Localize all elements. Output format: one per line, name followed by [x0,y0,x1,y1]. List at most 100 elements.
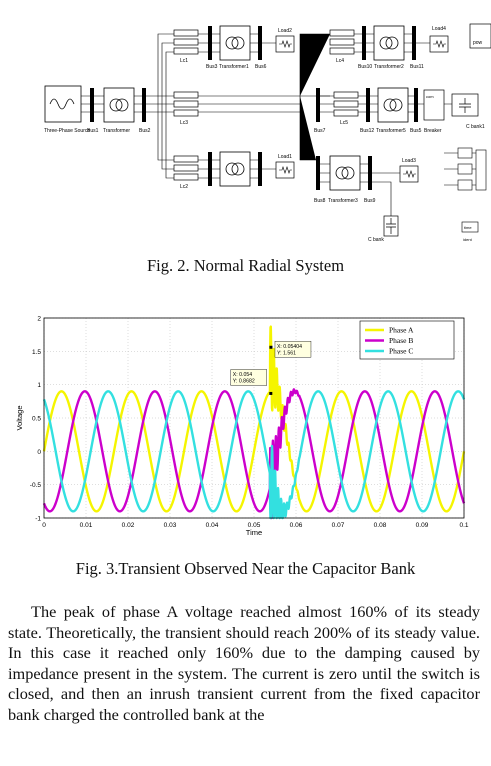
load3-label: Load3 [402,158,416,164]
y-tick-label: 2 [37,316,41,323]
bus12-label: Bus12 [360,128,374,134]
bus7-block [316,88,320,122]
breaker-label: Breaker [424,128,442,134]
data-tip-x: X: 0.05404 [277,344,302,350]
transformer-lower-block [219,151,251,187]
transformer5-label: Transformer5 [376,128,406,134]
c-bank1-label: C bank1 [466,124,485,130]
svg-text:pow: pow [473,40,483,46]
bus9-block [368,156,372,190]
pow-display: pow [469,23,491,49]
y-tick-label: 1 [37,382,41,389]
x-tick-label: 0.02 [122,522,135,529]
body-paragraph: The peak of phase A voltage reached almo… [8,602,480,724]
bus3-label: Bus3 [206,64,218,70]
bus8-label: Bus8 [314,198,326,204]
data-tip-marker [269,391,273,395]
transformer5-block [377,87,409,123]
line-lc3 [173,91,199,117]
bus6-label: Bus6 [255,64,267,70]
bus10-block [362,26,366,60]
bus1-label: Bus1 [87,128,99,134]
x-tick-label: 0.04 [206,522,219,529]
y-tick-label: 0 [37,449,41,456]
x-tick-label: 0.05 [248,522,261,529]
x-tick-label: 0.08 [374,522,387,529]
svg-text:time: time [464,225,472,230]
line-lc4 [329,29,355,55]
three-phase-source [44,85,82,123]
c-bank-label: C bank [368,237,384,243]
series-line-phase-b [42,388,466,520]
breaker-block: com [423,89,445,121]
x-tick-label: 0 [42,522,46,529]
bus6-block [258,26,262,60]
line-lc1 [173,29,199,55]
load2-block [275,35,295,53]
x-tick-label: 0.07 [332,522,345,529]
load1-block [275,161,295,179]
c-bank1-block [451,93,479,117]
data-tip-box [230,369,268,386]
load4-block [429,35,449,53]
voltage-chart: 0 0.01 0.02 0.03 0.04 0.05 0.06 0.07 0.08 0.09 0.1… [15,316,469,538]
x-tick-label: 0.06 [290,522,303,529]
time-block: time ident [461,221,479,242]
scope-blocks [444,147,487,191]
transformer-block [103,87,135,123]
bus7-label: Bus7 [314,128,326,134]
x-tick-label: 0.1 [459,522,468,529]
line-lc2 [173,155,199,181]
x-tick-label: 0.01 [80,522,93,529]
bus2-label: Bus2 [139,128,151,134]
transformer-label: Transformer [103,128,130,134]
plot-area-frame [43,317,465,519]
bus11-label: Bus11 [410,64,424,70]
legend-label: Phase C [389,347,413,356]
load4-label: Load4 [432,26,446,32]
lc5-label: Lc5 [340,120,348,126]
series-line-phase-c [42,390,466,520]
data-tip-box [274,341,312,358]
c-bank-block [383,215,399,237]
svg-text:ident: ident [463,237,473,242]
load3-block [399,165,419,183]
source-label: Three-Phase Source [44,128,90,134]
load2-label: Load2 [278,28,292,34]
bus5-label: Bus5 [410,128,422,134]
transformer3-block [329,155,361,191]
figure3-caption: Fig. 3.Transient Observed Near the Capac… [75,559,416,578]
bus5-block [414,88,418,122]
lc3-label: Lc3 [180,120,188,126]
bus9-label: Bus9 [364,198,376,204]
svg-text:com: com [426,94,434,99]
data-tip-marker [269,345,273,349]
bus-lower-block [258,152,262,186]
transformer2-block [373,25,405,61]
bus2-block [142,88,146,122]
y-tick-label: -0.5 [30,482,42,489]
legend-label: Phase B [389,336,413,345]
y-tick-label: -1 [35,516,41,523]
lc4-label: Lc4 [336,58,344,64]
bus8-block [316,156,320,190]
bus3-block [208,26,212,60]
legend-label: Phase A [389,326,414,335]
lc2-label: Lc2 [180,184,188,190]
data-tip-x: X: 0.054 [233,372,252,378]
transformer2-label: Transformer2 [374,64,404,70]
line-lc5 [333,91,359,117]
figure2-caption: Fig. 2. Normal Radial System [146,256,345,275]
x-axis-label: Time [246,528,262,537]
transformer1-block [219,25,251,61]
transformer3-label: Transformer3 [328,198,358,204]
load1-label: Load1 [278,154,292,160]
chart-ticks: 0 0.01 0.02 0.03 0.04 0.05 0.06 0.07 0.08 0.09 0.1… [30,316,469,530]
bus4-block [208,152,212,186]
lc1-label: Lc1 [180,58,188,64]
data-tip-y: Y: 0.8682 [233,378,255,384]
transformer1-label: Transformer1 [219,64,249,70]
bus11-block [412,26,416,60]
